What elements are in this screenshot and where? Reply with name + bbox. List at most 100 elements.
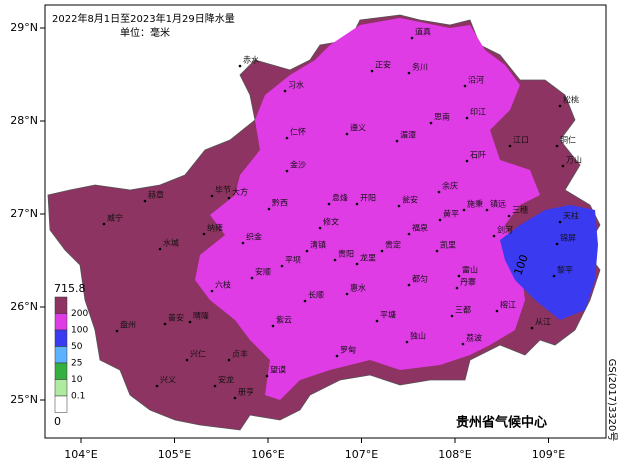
city-label: 天柱 bbox=[563, 211, 579, 221]
city-dot bbox=[188, 320, 192, 324]
city-dot bbox=[375, 319, 379, 323]
city-dot bbox=[210, 194, 214, 198]
city-dot bbox=[327, 202, 331, 206]
city-label: 仁怀 bbox=[290, 127, 306, 137]
city-dot bbox=[318, 226, 322, 230]
legend-label: 100 bbox=[71, 326, 88, 336]
city-dot bbox=[238, 64, 242, 68]
city-dot bbox=[465, 116, 469, 120]
city-dot bbox=[561, 164, 565, 168]
lon-label: 109°E bbox=[532, 448, 565, 461]
city-dot bbox=[437, 190, 441, 194]
city-dot bbox=[495, 309, 499, 313]
city-dot bbox=[485, 208, 489, 212]
legend-swatch bbox=[54, 395, 68, 413]
city-dot bbox=[202, 232, 206, 236]
unit-label: 单位：毫米 bbox=[120, 26, 170, 39]
city-label: 紫云 bbox=[276, 316, 292, 325]
city-dot bbox=[555, 144, 559, 148]
city-label: 万山 bbox=[566, 155, 582, 165]
city-label: 雷山 bbox=[462, 265, 478, 275]
city-label: 江口 bbox=[513, 136, 529, 145]
city-dot bbox=[143, 199, 147, 203]
lon-label: 105°E bbox=[158, 448, 191, 461]
city-dot bbox=[250, 276, 254, 280]
city-dot bbox=[405, 340, 409, 344]
city-dot bbox=[233, 396, 237, 400]
city-label: 罗甸 bbox=[340, 345, 356, 355]
city-dot bbox=[267, 207, 271, 211]
city-label: 惠水 bbox=[350, 283, 366, 293]
city-label: 黎平 bbox=[557, 265, 573, 275]
city-dot bbox=[265, 374, 269, 378]
city-label: 贵阳 bbox=[338, 249, 354, 259]
city-dot bbox=[345, 132, 349, 136]
city-label: 黄平 bbox=[443, 209, 459, 219]
city-dot bbox=[370, 69, 374, 73]
city-dot bbox=[397, 204, 401, 208]
legend-label: 200 bbox=[71, 309, 88, 319]
city-label: 威宁 bbox=[107, 213, 123, 223]
city-dot bbox=[115, 329, 119, 333]
city-label: 荔波 bbox=[466, 333, 482, 343]
lon-label: 106°E bbox=[251, 448, 284, 461]
city-dot bbox=[508, 144, 512, 148]
city-label: 锦屏 bbox=[560, 233, 576, 243]
city-label: 织金 bbox=[246, 232, 262, 242]
lon-label: 108°E bbox=[438, 448, 471, 461]
city-label: 清镇 bbox=[310, 240, 326, 250]
city-label: 龙里 bbox=[360, 253, 376, 263]
city-label: 息烽 bbox=[332, 193, 348, 203]
city-label: 正安 bbox=[375, 60, 391, 70]
city-label: 施秉 bbox=[467, 199, 483, 209]
city-label: 遵义 bbox=[350, 123, 366, 133]
city-dot bbox=[155, 384, 159, 388]
city-label: 都匀 bbox=[412, 274, 428, 284]
city-dot bbox=[461, 342, 465, 346]
city-dot bbox=[333, 258, 337, 262]
city-dot bbox=[450, 314, 454, 318]
city-dot bbox=[530, 326, 534, 330]
city-label: 铜仁 bbox=[560, 135, 576, 145]
city-dot bbox=[213, 384, 217, 388]
city-dot bbox=[438, 218, 442, 222]
city-dot bbox=[407, 232, 411, 236]
city-dot bbox=[227, 358, 231, 362]
city-label: 印江 bbox=[470, 108, 486, 117]
legend-swatch bbox=[54, 346, 68, 364]
legend-swatch bbox=[54, 379, 68, 397]
legend-min: 0 bbox=[54, 415, 61, 428]
city-label: 剑河 bbox=[497, 225, 513, 235]
legend-swatch bbox=[54, 313, 68, 331]
city-dot bbox=[283, 89, 287, 93]
city-label: 镇远 bbox=[490, 199, 506, 209]
lat-label: 29°N bbox=[10, 21, 38, 34]
city-dot bbox=[241, 241, 245, 245]
city-label: 思南 bbox=[434, 112, 450, 122]
city-label: 赤水 bbox=[243, 55, 259, 65]
legend-label: 50 bbox=[71, 342, 83, 352]
city-dot bbox=[285, 136, 289, 140]
city-dot bbox=[380, 249, 384, 253]
city-label: 水城 bbox=[163, 238, 179, 248]
lat-label: 27°N bbox=[10, 207, 38, 220]
city-dot bbox=[407, 71, 411, 75]
city-label: 修文 bbox=[323, 217, 339, 227]
city-dot bbox=[210, 289, 214, 293]
city-dot bbox=[407, 283, 411, 287]
city-dot bbox=[395, 139, 399, 143]
city-dot bbox=[492, 234, 496, 238]
city-dot bbox=[305, 249, 309, 253]
legend-swatch bbox=[54, 362, 68, 380]
legend-label: 25 bbox=[71, 359, 82, 369]
city-label: 赫章 bbox=[148, 190, 164, 200]
city-label: 贞丰 bbox=[232, 349, 248, 359]
city-label: 金沙 bbox=[290, 160, 306, 170]
lat-label: 28°N bbox=[10, 114, 38, 127]
city-label: 三穗 bbox=[512, 205, 528, 215]
legend-swatch bbox=[54, 296, 68, 314]
city-dot bbox=[463, 84, 467, 88]
city-label: 毕节 bbox=[215, 185, 231, 195]
city-label: 榕江 bbox=[500, 300, 516, 310]
